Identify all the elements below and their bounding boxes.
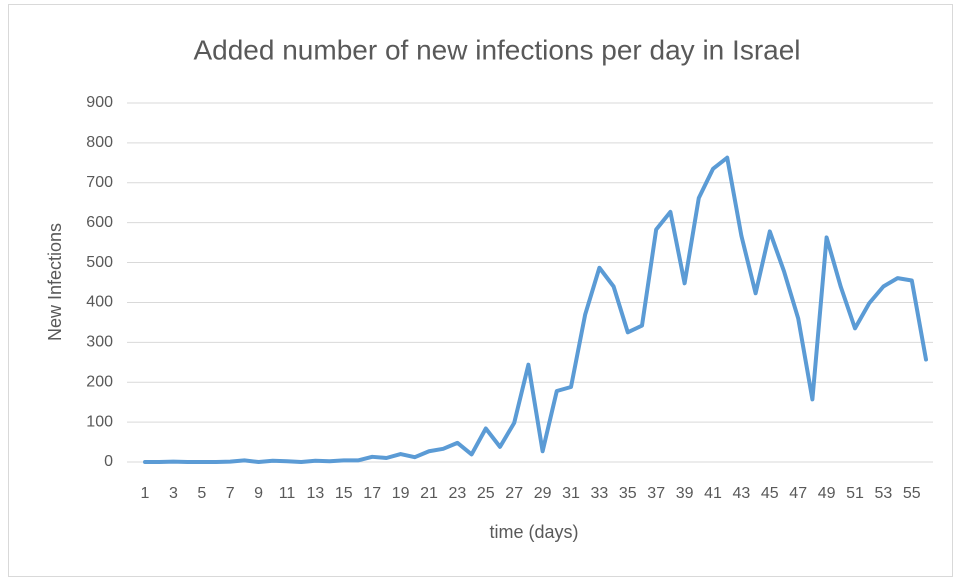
x-tick-label: 55 [903, 485, 921, 502]
y-tick-label: 100 [86, 413, 113, 430]
x-tick-label: 23 [449, 485, 467, 502]
x-tick-label: 37 [647, 485, 665, 502]
x-tick-label: 43 [733, 485, 751, 502]
y-tick-label: 700 [86, 174, 113, 191]
x-tick-label: 35 [619, 485, 637, 502]
y-tick-label: 0 [104, 453, 113, 470]
x-tick-label: 31 [562, 485, 580, 502]
x-axis-label: time (days) [489, 522, 578, 542]
x-tick-label: 15 [335, 485, 353, 502]
y-tick-label: 600 [86, 214, 113, 231]
x-tick-label: 3 [169, 485, 178, 502]
x-tick-label: 19 [392, 485, 410, 502]
x-tick-label: 7 [226, 485, 235, 502]
x-tick-label: 51 [846, 485, 864, 502]
x-tick-label: 49 [818, 485, 836, 502]
x-tick-label: 33 [591, 485, 609, 502]
x-tick-label: 47 [789, 485, 807, 502]
y-tick-label: 400 [86, 294, 113, 311]
x-tick-label: 45 [761, 485, 779, 502]
x-tick-label: 41 [704, 485, 722, 502]
y-tick-label: 800 [86, 134, 113, 151]
y-tick-label: 500 [86, 254, 113, 271]
y-tick-label: 200 [86, 373, 113, 390]
x-tick-label: 5 [197, 485, 206, 502]
x-tick-label: 1 [141, 485, 150, 502]
x-tick-label: 13 [307, 485, 325, 502]
y-axis-label: New Infections [45, 223, 65, 341]
x-tick-label: 17 [363, 485, 381, 502]
x-tick-label: 27 [505, 485, 523, 502]
chart-title: Added number of new infections per day i… [193, 34, 800, 65]
x-tick-label: 53 [875, 485, 893, 502]
x-tick-label: 25 [477, 485, 495, 502]
x-tick-label: 21 [420, 485, 438, 502]
x-tick-label: 11 [279, 485, 296, 502]
x-tick-label: 39 [676, 485, 694, 502]
y-tick-label: 300 [86, 334, 113, 351]
data-line [143, 155, 928, 464]
x-tick-label: 9 [254, 485, 263, 502]
y-tick-label: 900 [86, 94, 113, 111]
x-tick-label: 29 [534, 485, 552, 502]
chart-border [8, 4, 953, 577]
